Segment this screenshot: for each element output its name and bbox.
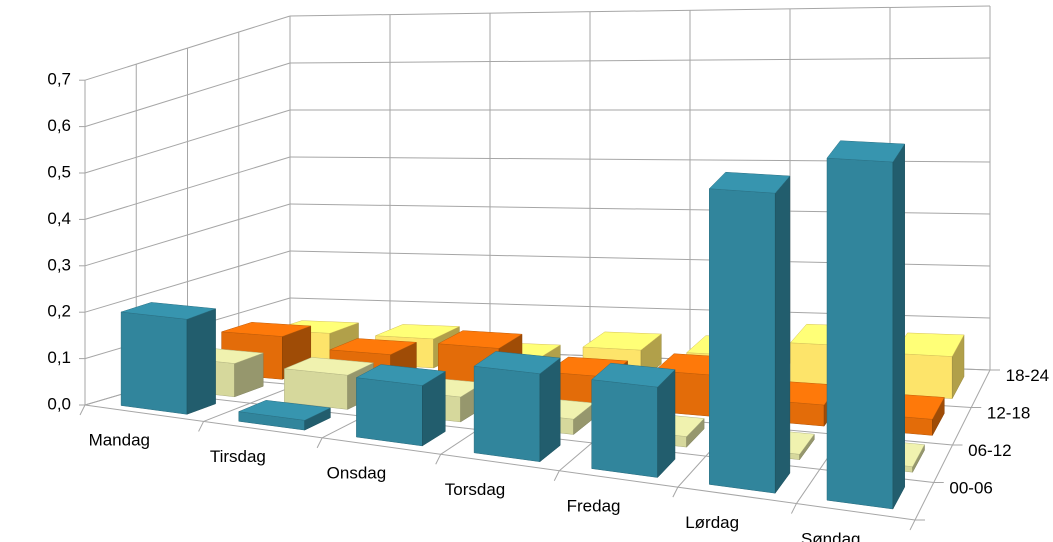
bar-side [186,308,216,415]
x-tick-label: Tirsdag [210,447,266,466]
series-label: 18-24 [1006,366,1049,385]
y-tick-label: 0,4 [47,209,71,228]
bar [120,302,216,415]
bar-side [539,357,561,463]
x-tick-label: Lørdag [685,513,739,532]
bar-front [826,157,894,510]
series-label: 06-12 [968,441,1011,460]
bar-front [356,377,423,447]
x-tick [435,454,442,465]
bar [473,351,561,463]
y-tick-label: 0,0 [47,394,71,413]
series-label: 00-06 [949,479,992,498]
bar-front [591,379,658,478]
bar [826,140,906,510]
bar [591,362,676,479]
bar-side [657,368,676,479]
bar [893,332,965,399]
floor-line [84,404,916,521]
x-tick [553,470,560,481]
y-tick-label: 0,7 [47,70,71,89]
bar [355,364,447,447]
bar-top [473,351,561,374]
bar-front [473,365,541,462]
grid-line [289,57,991,64]
bar-top [237,400,332,421]
x-tick-label: Fredag [567,496,621,515]
y-tick-label: 0,1 [47,348,71,367]
bar-top [221,322,311,337]
x-tick-label: Mandag [89,431,150,450]
bar-top [121,302,216,320]
bar-side [774,175,791,494]
x-tick [790,503,797,514]
bar [708,171,791,494]
x-tick [909,519,916,531]
y-tick-label: 0,6 [47,116,71,135]
bar-front [120,311,188,415]
bar-side [892,143,905,510]
x-tick [672,486,679,498]
bar-top [582,331,662,351]
y-tick-label: 0,2 [47,302,71,321]
bar-top [591,362,676,388]
bar-top [329,338,418,355]
bar-front [709,188,776,494]
bar-top [375,324,460,340]
bar-top [355,364,447,386]
bar-top [437,330,523,349]
y-tick-label: 0,3 [47,255,71,274]
x-tick [79,404,86,416]
x-tick [198,421,205,432]
bar-front [284,368,348,410]
series-label: 12-18 [987,404,1030,423]
y-tick-label: 0,5 [47,162,71,181]
x-tick-label: Torsdag [445,480,505,499]
bar-top [284,357,375,376]
x-tick-label: Søndag [801,529,861,542]
bar-top [826,140,906,163]
bar-top [708,171,791,194]
x-tick [316,437,323,449]
grid-line [289,5,991,17]
bar [237,400,332,431]
x-tick-label: Onsdag [327,464,387,483]
